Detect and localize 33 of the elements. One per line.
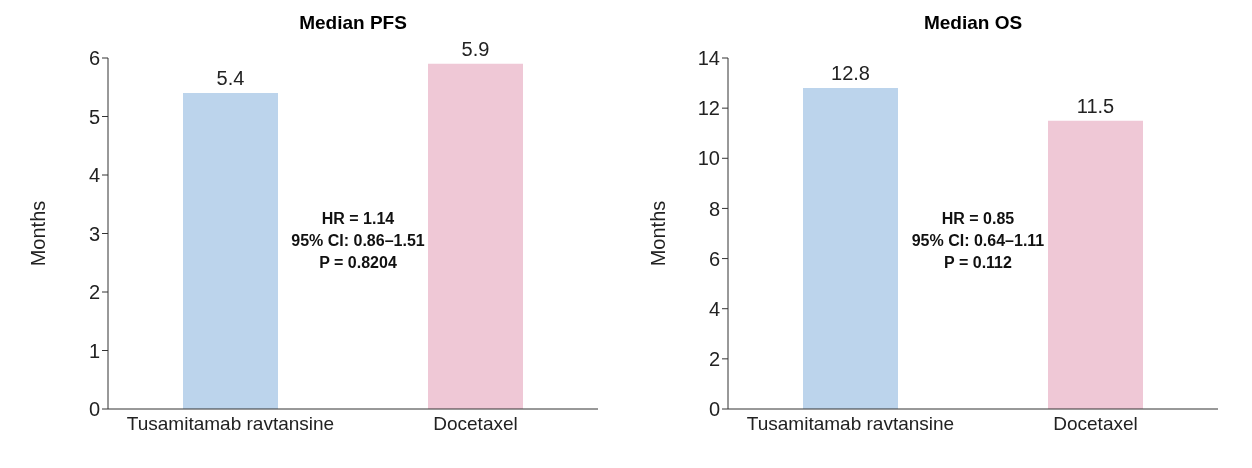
y-tick-label: 2 (708, 347, 720, 370)
y-tick-label: 10 (697, 147, 720, 170)
y-tick-label: 6 (88, 47, 100, 70)
data-label: 11.5 (1076, 94, 1115, 117)
y-axis-title: Months (647, 200, 670, 267)
x-tick-label: Docetaxel (433, 413, 518, 435)
x-tick-label: Docetaxel (1053, 413, 1138, 435)
y-tick-label: 0 (708, 398, 720, 421)
x-tick-label: Tusamitamab ravtansine (126, 413, 335, 435)
y-tick-label: 0 (88, 398, 100, 421)
annotation: 95% CI: 0.86–1.51 (290, 231, 426, 251)
annotation: HR = 1.14 (320, 209, 396, 229)
data-label: 5.9 (461, 37, 490, 60)
chart-title: Median OS (922, 11, 1024, 35)
y-tick-label: 5 (88, 105, 100, 128)
y-tick-label: 6 (708, 247, 720, 270)
annotation: P = 0.8204 (318, 253, 398, 273)
annotation: P = 0.112 (943, 253, 1013, 273)
data-label: 5.4 (216, 67, 245, 90)
y-tick-label: 4 (708, 297, 720, 320)
y-tick-label: 2 (88, 281, 100, 304)
y-tick-label: 3 (88, 222, 100, 245)
y-tick-label: 4 (88, 164, 100, 187)
chart-title: Median PFS (298, 11, 408, 35)
data-label: 12.8 (831, 62, 870, 85)
y-tick-label: 14 (697, 47, 720, 70)
y-tick-label: 12 (697, 97, 720, 120)
x-tick-label: Tusamitamab ravtansine (746, 413, 955, 435)
y-axis-title: Months (27, 200, 50, 267)
annotation: HR = 0.85 (940, 209, 1016, 229)
y-tick-label: 1 (88, 339, 100, 362)
annotation: 95% CI: 0.64–1.11 (910, 231, 1046, 251)
y-tick-label: 8 (708, 197, 720, 220)
